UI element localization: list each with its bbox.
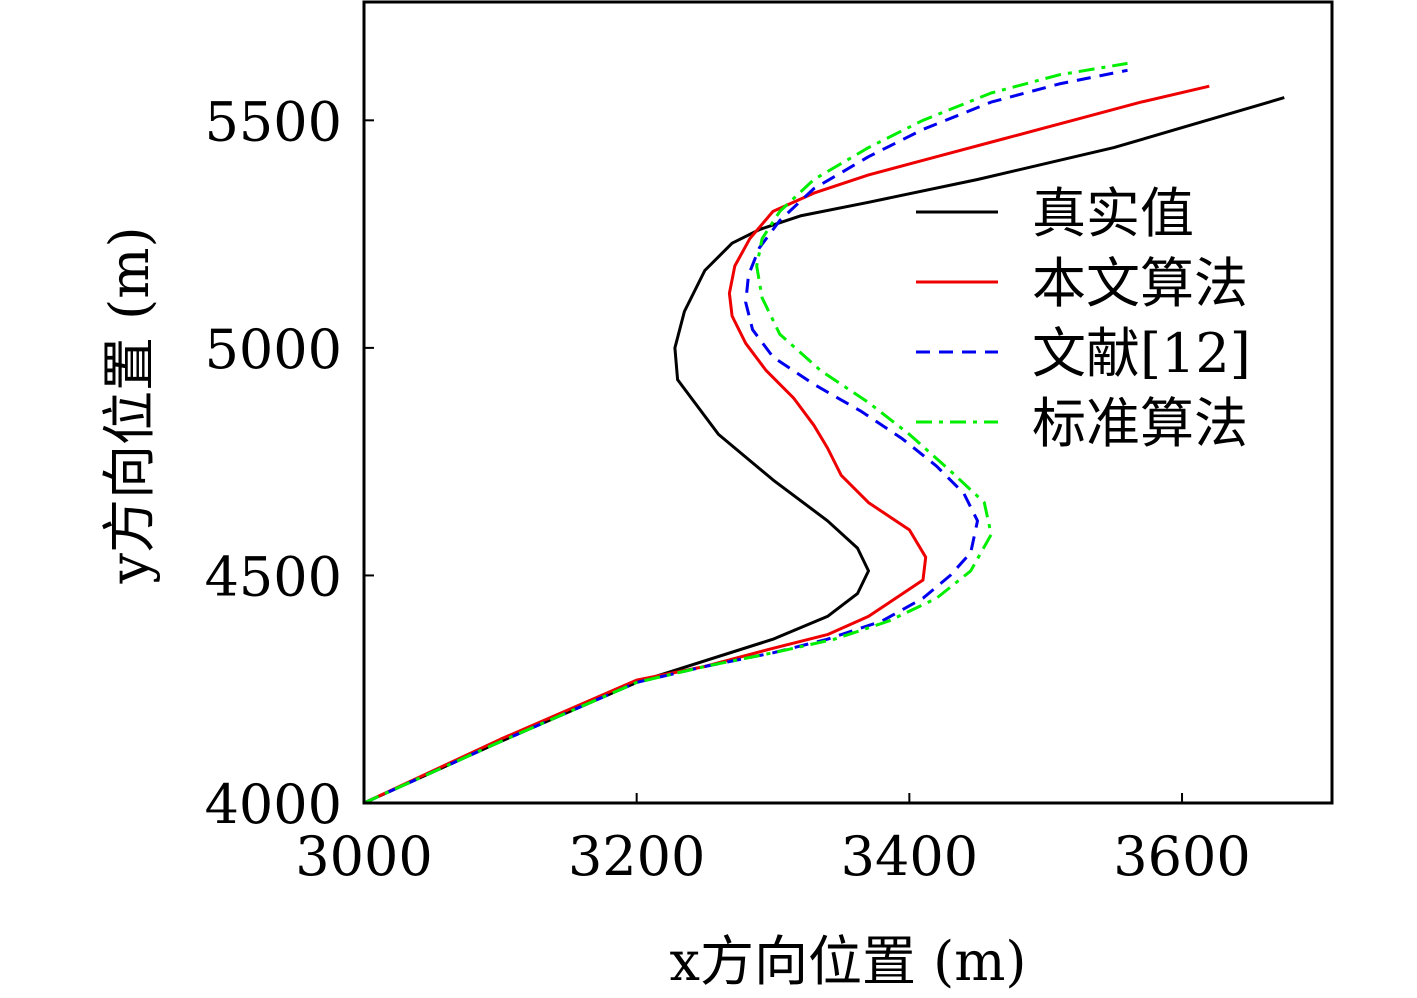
legend-label-1: 本文算法 — [1032, 252, 1248, 315]
x-tick-label-3: 3600 — [1113, 825, 1250, 888]
x-tick-label-0: 3000 — [295, 825, 432, 888]
x-tick-label-1: 3200 — [568, 825, 705, 888]
legend-label-2: 文献[12] — [1032, 322, 1251, 385]
y-tick-label-1: 4500 — [205, 545, 342, 608]
y-tick-label-0: 4000 — [205, 773, 342, 836]
y-tick-label-3: 5500 — [205, 90, 342, 153]
ticks-layer: 3000 3200 3400 3600 4000 4500 5000 5500 — [205, 90, 1251, 888]
legend-label-0: 真实值 — [1032, 182, 1194, 245]
series-line-0 — [363, 96, 1285, 805]
series-line-1 — [363, 84, 1210, 805]
series-line-3 — [363, 61, 1128, 805]
plot-frame — [362, 0, 1334, 805]
series-line-2 — [363, 68, 1128, 805]
y-tick-label-2: 5000 — [205, 318, 342, 381]
y-axis-label: y方向位置 (m) — [98, 226, 161, 584]
series-layer — [363, 61, 1285, 805]
x-tick-label-2: 3400 — [841, 825, 978, 888]
legend-label-3: 标准算法 — [1032, 392, 1248, 455]
x-axis-label: x方向位置 (m) — [670, 930, 1027, 993]
